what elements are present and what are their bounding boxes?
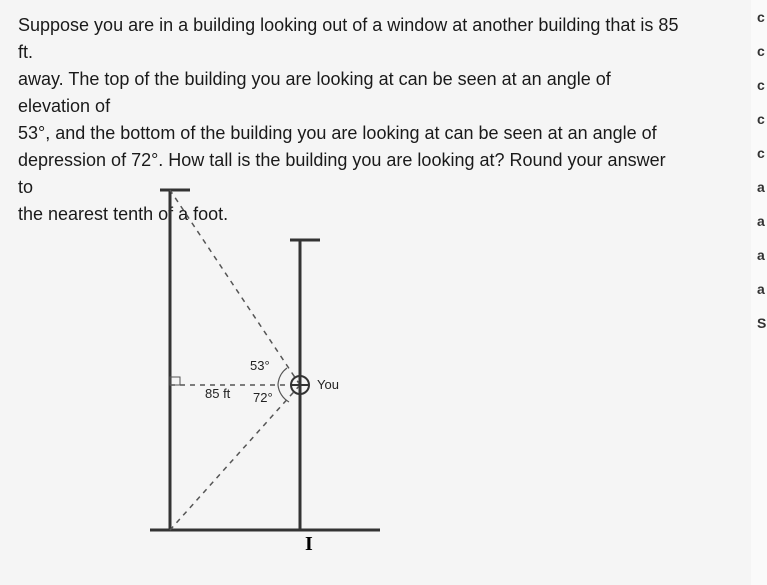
sidebar-item: a bbox=[751, 272, 767, 306]
problem-line: Suppose you are in a building looking ou… bbox=[18, 15, 678, 62]
distance-label: 85 ft bbox=[205, 386, 230, 401]
sidebar-column: c c c c c a a a a S bbox=[751, 0, 767, 585]
geometry-diagram: 53° 72° 85 ft You I bbox=[150, 170, 430, 570]
sidebar-item: a bbox=[751, 238, 767, 272]
text-cursor-icon: I bbox=[305, 533, 313, 556]
sidebar-item: c bbox=[751, 0, 767, 34]
problem-line: away. The top of the building you are lo… bbox=[18, 69, 611, 116]
sidebar-item: S bbox=[751, 306, 767, 340]
angle-depression-label: 72° bbox=[253, 390, 273, 405]
observer-label: You bbox=[317, 377, 339, 392]
problem-line: 53°, and the bottom of the building you … bbox=[18, 123, 657, 143]
sidebar-item: c bbox=[751, 102, 767, 136]
sidebar-item: c bbox=[751, 136, 767, 170]
angle-elevation-label: 53° bbox=[250, 358, 270, 373]
sidebar-item: a bbox=[751, 204, 767, 238]
sidebar-item: a bbox=[751, 170, 767, 204]
diagram-svg bbox=[150, 170, 430, 570]
sidebar-item: c bbox=[751, 68, 767, 102]
sidebar-item: c bbox=[751, 34, 767, 68]
